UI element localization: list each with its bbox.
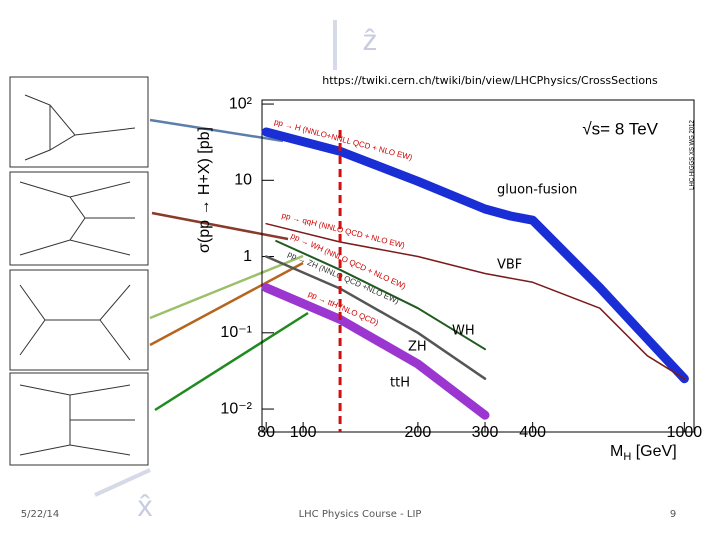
arrow-vbf xyxy=(151,211,289,241)
x-tick-label: 200 xyxy=(405,424,432,441)
y-tick-label: 10² xyxy=(229,95,253,112)
y-tick-label: 10 xyxy=(234,172,252,189)
arrow-tth xyxy=(154,311,309,412)
series-line xyxy=(264,255,487,380)
arrow-ggh xyxy=(149,118,284,143)
series-line xyxy=(261,127,689,384)
diagram-vbf-lines xyxy=(19,181,135,256)
y-tick-label: 1 xyxy=(243,248,252,265)
diagram-vbf xyxy=(9,171,149,266)
x-tick-label: 80 xyxy=(257,424,275,441)
feynman-diagrams xyxy=(9,76,149,466)
diagram-ggh-lines xyxy=(24,94,136,161)
source-note: LHC HIGGS XS WG 2012 xyxy=(690,120,696,190)
series-name: WH xyxy=(452,324,475,339)
diagram-vh-lines xyxy=(19,284,131,361)
z-hat: ẑ xyxy=(363,24,378,57)
arrow-wh xyxy=(149,254,304,320)
x-hat: x̂ xyxy=(138,490,153,523)
x-axis-decoration xyxy=(94,468,151,497)
y-axis-label: σ(pp → H+X) [pb] xyxy=(196,127,213,253)
x-tick-label: 300 xyxy=(472,424,499,441)
diagram-tth-lines xyxy=(19,384,135,456)
x-axis-label-unit: [GeV] xyxy=(631,443,676,460)
chart-title: https://twiki.cern.ch/twiki/bin/view/LHC… xyxy=(322,74,658,87)
x-axis-label: MH [GeV] xyxy=(610,443,677,463)
y-tick-label: 10⁻¹ xyxy=(220,324,252,341)
series-name: gluon-fusion xyxy=(497,183,577,198)
diagram-ggh xyxy=(9,76,149,168)
plot-frame xyxy=(261,99,695,433)
x-axis-label-main: M xyxy=(610,443,623,460)
x-tick-label: 400 xyxy=(519,424,546,441)
series-line xyxy=(265,222,686,380)
footer-course: LHC Physics Course - LIP xyxy=(299,509,422,520)
background-axes xyxy=(94,20,337,497)
series-line xyxy=(275,240,486,351)
diagram-vh xyxy=(9,269,149,371)
series-name: VBF xyxy=(497,258,522,273)
x-tick-label: 1000 xyxy=(667,424,703,441)
y-tick-label: 10⁻² xyxy=(220,400,252,417)
x-axis-label-sub: H xyxy=(623,451,631,463)
x-tick-label: 100 xyxy=(290,424,317,441)
footer-date: 5/22/14 xyxy=(21,509,60,520)
arrow-zh xyxy=(149,261,304,347)
footer-page: 9 xyxy=(670,509,676,520)
arrows xyxy=(149,118,309,412)
series-name: ZH xyxy=(408,340,427,355)
diagram-tth xyxy=(9,372,149,466)
chart-subtitle: √s= 8 TeV xyxy=(582,119,658,138)
series-line xyxy=(261,283,490,420)
series-name: ttH xyxy=(390,376,410,391)
curve-label: pp → qqH (NNLO QCD + NLO EW) xyxy=(281,211,406,250)
